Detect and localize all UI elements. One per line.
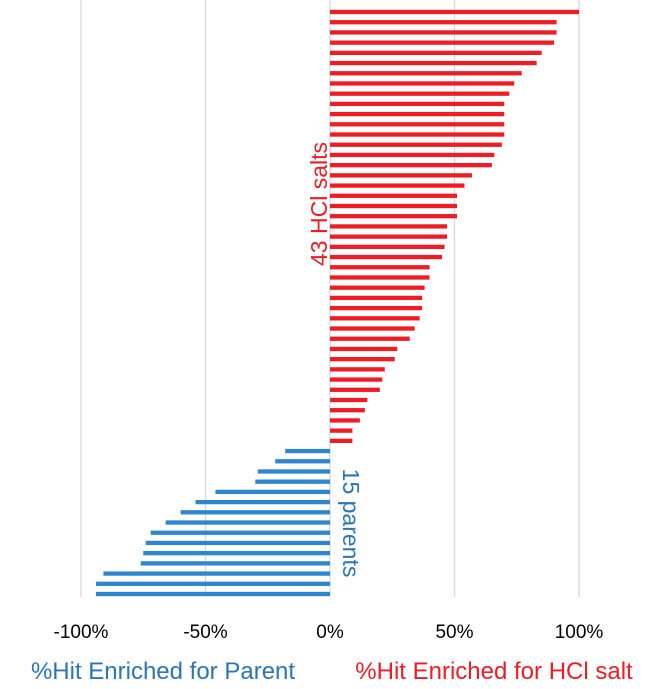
hcl-salt-bar <box>330 316 420 321</box>
x-tick-label: 100% <box>555 622 604 643</box>
parent-bar <box>255 479 330 484</box>
x-tick-label: -100% <box>54 622 109 643</box>
hcl-salt-bar <box>330 234 448 239</box>
hcl-salt-bar <box>330 20 557 25</box>
x-axis-ticks: -100% -50% 0% 50% 100% <box>54 622 604 643</box>
x-tick-label: 0% <box>316 622 344 643</box>
hcl-salt-bar <box>330 275 430 280</box>
hcl-salt-bar <box>330 142 502 147</box>
hcl-salt-bar <box>330 50 542 55</box>
hcl-salt-bar <box>330 367 385 372</box>
parent-bar <box>95 591 330 597</box>
x-tick-label: 50% <box>435 622 473 643</box>
parent-bar <box>180 510 330 515</box>
parent-bar <box>140 561 330 566</box>
hcl-salt-bar <box>330 265 430 270</box>
hcl-salt-bar <box>330 183 465 188</box>
parent-bar <box>143 551 330 556</box>
hcl-salt-bar <box>330 438 353 443</box>
bars <box>95 9 579 597</box>
hcl-salt-bar <box>330 428 353 433</box>
parent-bar <box>165 520 330 525</box>
hcl-salt-bar <box>330 101 505 107</box>
parent-bar <box>285 448 330 454</box>
hcl-salt-bar <box>330 203 457 209</box>
parent-bar <box>145 540 330 546</box>
parent-bar <box>103 571 330 576</box>
hcl-salt-bar <box>330 254 443 260</box>
hcl-salt-bar <box>330 193 457 198</box>
x-axis-title-hcl: %Hit Enriched for HCl salt <box>355 658 633 685</box>
hcl-salt-bar <box>330 173 472 178</box>
hcl-salt-bar <box>330 132 505 137</box>
hcl-salt-bar <box>330 387 380 392</box>
parent-bar <box>275 459 330 464</box>
hcl-salt-bar <box>330 418 360 423</box>
hcl-salt-bar <box>330 152 495 158</box>
x-axis-title-parent: %Hit Enriched for Parent <box>31 658 295 685</box>
x-tick-label: -50% <box>183 622 227 643</box>
hcl-salt-bar <box>330 111 505 117</box>
hcl-salt-bar <box>330 357 395 362</box>
hcl-salt-bar <box>330 285 425 290</box>
hcl-salt-bar <box>330 305 423 311</box>
hcl-salt-bar <box>330 397 368 403</box>
hcl-salt-bar <box>330 40 555 45</box>
parent-bar <box>215 489 330 495</box>
parent-bar <box>195 499 330 505</box>
hcl-salt-bar <box>330 224 448 229</box>
hcl-salt-bar <box>330 295 423 301</box>
hcl-salt-bar <box>330 163 492 168</box>
hcl-salt-bar <box>330 244 445 249</box>
hcl-salt-bar <box>330 377 383 382</box>
parents-group-label: 15 parents <box>338 469 364 578</box>
hcl-salt-bar <box>330 30 557 35</box>
parent-bar <box>95 581 330 586</box>
hcl-salt-bar <box>330 214 457 219</box>
hcl-salt-bar <box>330 81 515 86</box>
hcl-salt-bar <box>330 346 398 352</box>
hcl-salt-bar <box>330 9 579 15</box>
hcl-salt-bar <box>330 336 410 341</box>
parent-bar <box>257 469 330 474</box>
hcl-group-label: 43 HCl salts <box>306 142 332 266</box>
hcl-salt-bar <box>330 326 415 331</box>
hcl-salt-bar <box>330 122 505 127</box>
hcl-salt-bar <box>330 408 365 413</box>
hcl-salt-bar <box>330 71 522 76</box>
hcl-salt-bar <box>330 60 537 66</box>
parent-bar <box>150 530 330 535</box>
hcl-salt-bar <box>330 91 510 96</box>
